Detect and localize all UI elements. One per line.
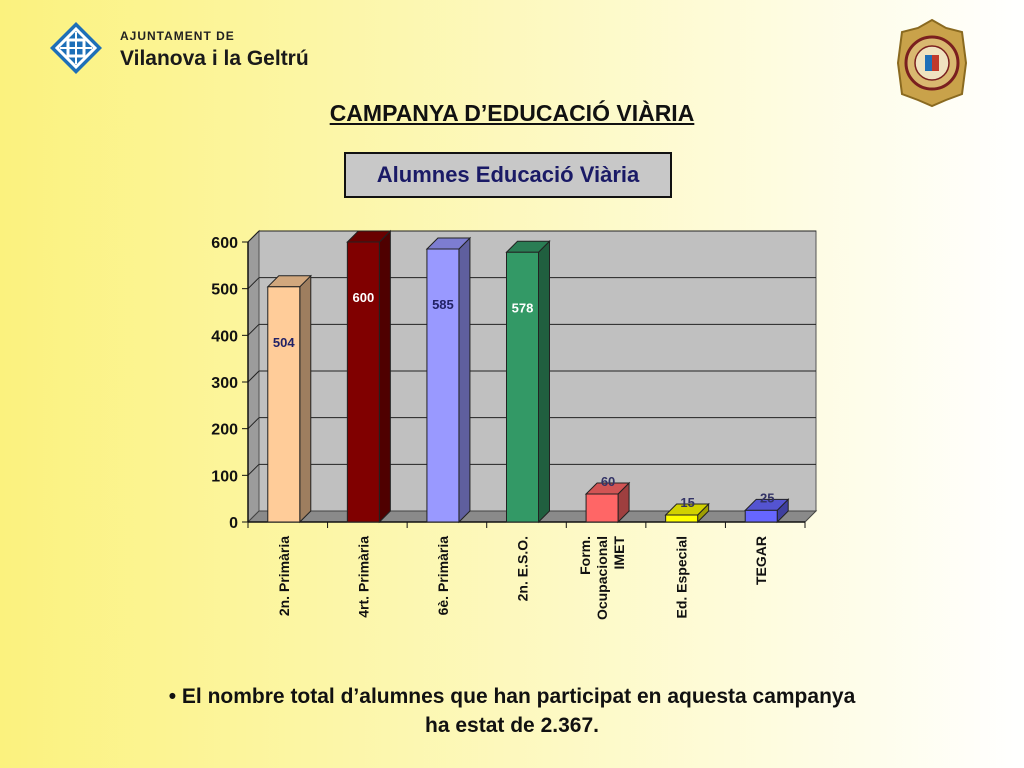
category-label: 2n. Primària	[276, 536, 292, 616]
y-tick-label: 200	[211, 422, 238, 439]
y-tick-label: 500	[211, 282, 238, 299]
y-tick-label: 300	[211, 375, 238, 392]
category-label: IMET	[611, 536, 627, 570]
bar-chart: 0 100 200 300 400 500 600 504 2n. Primària 600 4rt…	[211, 229, 818, 620]
police-badge-icon	[896, 18, 968, 108]
gridline-side	[247, 323, 260, 336]
bar	[665, 514, 699, 523]
y-tick-label: 0	[229, 515, 238, 532]
bar-side	[538, 240, 550, 524]
chart-title: Alumnes Educació Viària	[344, 152, 672, 198]
bar	[346, 241, 380, 523]
gridline-side	[247, 277, 260, 290]
city-logo: AJUNTAMENT DE Vilanova i la Geltrú	[48, 20, 328, 80]
data-label: 60	[601, 474, 615, 489]
data-label: 600	[353, 290, 375, 305]
data-label: 15	[680, 495, 694, 510]
bar-side	[458, 236, 471, 524]
category-label: 4rt. Primària	[355, 536, 371, 618]
data-label: 585	[432, 297, 454, 312]
y-tick-label: 600	[211, 235, 238, 252]
category-label: Ed. Especial	[674, 536, 690, 618]
gridline-side	[247, 370, 260, 383]
y-tick-label: 100	[211, 468, 238, 485]
org-line-1: AJUNTAMENT DE	[120, 29, 235, 43]
bar	[744, 509, 778, 523]
page-title: CAMPANYA D’EDUCACIÓ VIÀRIA	[329, 100, 695, 126]
category-label: 6è. Primària	[435, 536, 451, 616]
bar	[426, 248, 460, 523]
org-line-2: Vilanova i la Geltrú	[120, 47, 309, 70]
data-label: 504	[273, 335, 295, 350]
bar-side	[378, 229, 391, 524]
data-label: 578	[512, 300, 534, 315]
bar-side	[299, 274, 312, 524]
summary-line-1: • El nombre total d’alumnes que han part…	[168, 685, 856, 708]
summary-text: • El nombre total d’alumnes que han part…	[60, 682, 964, 740]
category-label: TEGAR	[753, 536, 769, 585]
category-label: Ocupacional	[594, 536, 610, 620]
gridline-side	[247, 417, 260, 430]
bar	[267, 286, 301, 523]
gridline-side	[247, 230, 260, 243]
summary-line-2: ha estat de 2.367.	[425, 714, 599, 737]
y-tick-label: 400	[211, 328, 238, 345]
bar	[506, 251, 539, 523]
data-label: 25	[760, 490, 774, 505]
municipal-crest-icon	[50, 22, 102, 74]
category-label: Form.	[577, 536, 593, 575]
bar	[585, 493, 619, 523]
gridline-side	[247, 463, 260, 476]
category-label: 2n. E.S.O.	[515, 536, 531, 601]
